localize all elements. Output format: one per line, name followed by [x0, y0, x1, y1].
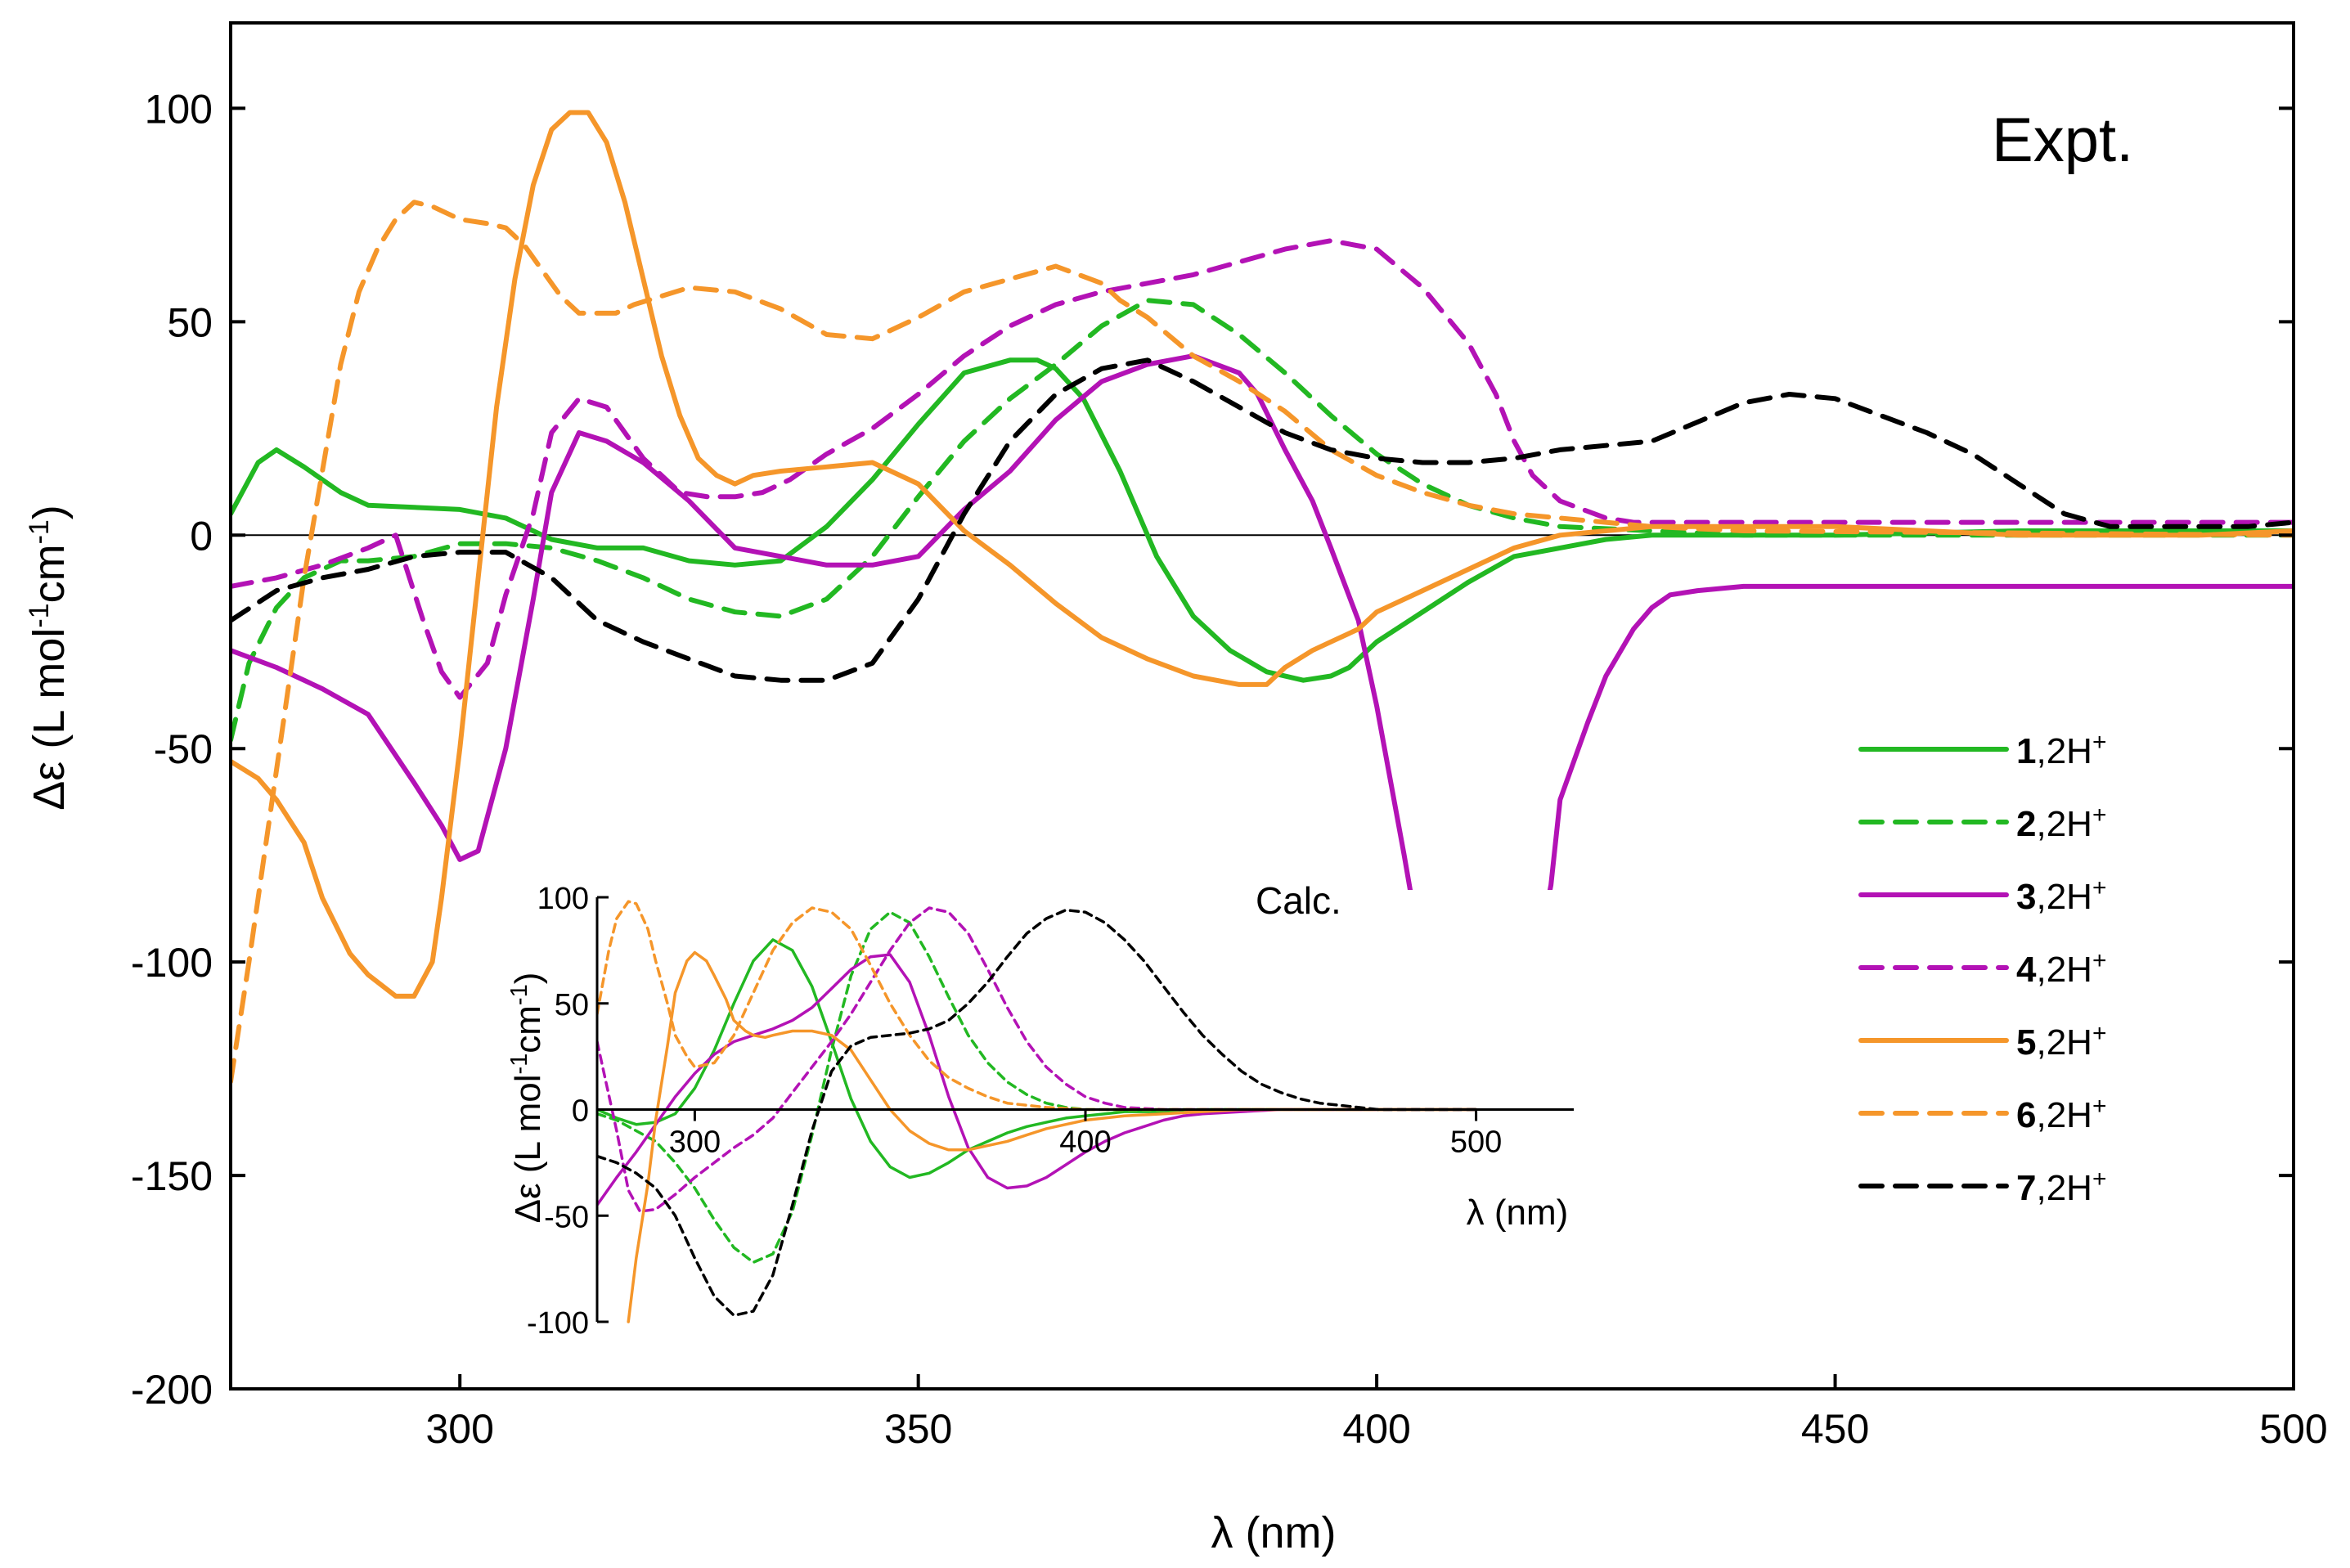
main-y-tick-label: -50	[154, 726, 213, 772]
inset-x-tick-label: 400	[1059, 1125, 1111, 1160]
inset-x-tick-label: 300	[669, 1125, 721, 1160]
legend-label: 4,2H+	[2016, 947, 2107, 991]
calc-series-4-line	[597, 906, 1478, 1213]
legend: 1,2H+ 2,2H+ 3,2H+ 4,2H+ 5,2H+ 6,2H+ 7,2H+	[1858, 729, 2107, 1209]
legend-label: 1,2H+	[2016, 729, 2107, 772]
inset-y-tick-label: 50	[555, 988, 589, 1022]
legend-label: 3,2H+	[2016, 874, 2107, 918]
main-x-tick-label: 450	[1801, 1406, 1869, 1452]
calc-series-6-line	[597, 900, 1478, 1112]
inset-plot: 300 400 500 -100 -50 0 50 100 λ (nm) Δε (L mol-…	[506, 879, 1575, 1341]
main-y-tick-label: 50	[167, 299, 213, 345]
expt-series-5-line	[231, 110, 2294, 999]
inset-axes: 300 400 500 -100 -50 0 50 100	[527, 882, 1574, 1341]
inset-x-axis-title: λ (nm)	[1467, 1193, 1569, 1233]
main-plot-frame	[229, 21, 2295, 1391]
main-x-tick-label: 400	[1342, 1406, 1410, 1452]
legend-label: 7,2H+	[2016, 1166, 2107, 1209]
legend-label: 6,2H+	[2016, 1093, 2107, 1136]
inset-y-tick-label: -50	[544, 1200, 589, 1234]
main-y-tick-label: -150	[131, 1153, 213, 1199]
main-y-axis-title: Δε (L mol-1cm-1)	[24, 505, 74, 811]
main-series-group	[231, 110, 2294, 1110]
main-x-tick-label: 350	[884, 1406, 952, 1452]
inset-y-tick-label: 0	[572, 1094, 589, 1129]
legend-item: 6,2H+	[1858, 1093, 2107, 1136]
inset-y-tick-label: 100	[537, 882, 589, 916]
main-x-tick-label: 500	[2259, 1406, 2327, 1452]
expt-series-2-line	[231, 298, 2294, 743]
inset-y-axis-title: Δε (L mol-1cm-1)	[506, 973, 548, 1224]
main-y-tick-label: -200	[131, 1367, 213, 1413]
expt-series-7-line	[231, 357, 2294, 683]
legend-label: 2,2H+	[2016, 802, 2107, 845]
calc-series-1-line	[597, 938, 1478, 1179]
legend-item: 7,2H+	[1858, 1166, 2107, 1209]
inset-y-tick-label: -100	[527, 1306, 589, 1341]
legend-item: 1,2H+	[1858, 729, 2107, 772]
main-y-axis: -200 -150 -100 -50 0 50 100	[131, 86, 2294, 1413]
main-x-axis: 300 350 400 450 500	[426, 1374, 2328, 1452]
calc-series-5-line	[627, 950, 1478, 1323]
expt-panel-label: Expt.	[1992, 106, 2133, 175]
inset-background	[597, 890, 1575, 1322]
legend-label: 5,2H+	[2016, 1020, 2107, 1063]
legend-item: 5,2H+	[1858, 1020, 2107, 1063]
main-x-axis-title: λ (nm)	[1211, 1508, 1337, 1557]
legend-item: 2,2H+	[1858, 802, 2107, 845]
legend-item: 4,2H+	[1858, 947, 2107, 991]
calc-series-3-line	[597, 953, 1478, 1207]
expt-series-1-line	[231, 357, 2294, 683]
main-y-tick-label: -100	[131, 940, 213, 986]
legend-item: 3,2H+	[1858, 874, 2107, 918]
inset-x-tick-label: 500	[1450, 1125, 1502, 1160]
main-y-tick-label: 100	[145, 86, 213, 132]
calc-panel-label: Calc.	[1256, 879, 1341, 922]
expt-series-4-line	[231, 238, 2294, 700]
expt-series-6-line	[231, 200, 2294, 1085]
main-x-tick-label: 300	[426, 1406, 494, 1452]
calc-series-7-line	[597, 908, 1478, 1317]
main-y-tick-label: 0	[190, 513, 213, 559]
